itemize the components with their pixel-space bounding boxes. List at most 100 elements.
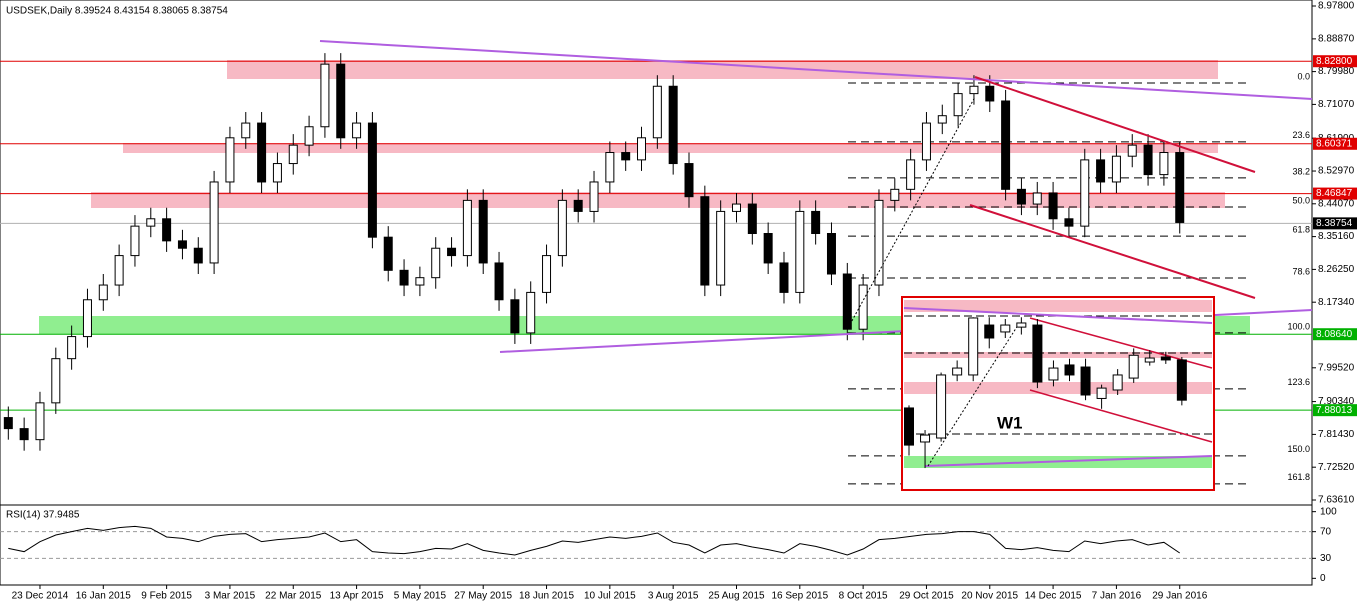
candle-body	[146, 218, 156, 227]
candle-body	[3, 417, 13, 430]
x-tick-label: 9 Feb 2015	[141, 591, 192, 602]
x-tick-label: 29 Oct 2015	[899, 591, 954, 602]
candle-body	[605, 152, 615, 183]
inset-anchor	[927, 321, 1021, 467]
candle-body	[1001, 100, 1011, 190]
candle-body	[858, 284, 868, 330]
fib-label: 50.0	[1292, 195, 1310, 205]
candle-body	[920, 434, 931, 443]
candle-body	[542, 255, 552, 293]
x-tick-label: 18 Jun 2015	[519, 591, 574, 602]
candle-body	[557, 199, 567, 257]
x-tick-label: 13 Apr 2015	[330, 591, 384, 602]
y-tick-label: 8.26250	[1318, 264, 1355, 275]
candle-body	[1096, 387, 1107, 399]
x-tick-label: 3 Mar 2015	[205, 591, 256, 602]
fib-label: 0.0	[1297, 71, 1310, 81]
x-tick-label: 7 Jan 2016	[1092, 591, 1142, 602]
fib-label: 161.8	[1287, 472, 1310, 482]
rsi-tick-label: 100	[1320, 506, 1337, 517]
candle-body	[652, 85, 662, 139]
price-level-label: 7.88013	[1316, 405, 1353, 416]
x-tick-label: 22 Mar 2015	[265, 591, 322, 602]
candle-body	[968, 317, 979, 376]
resistance-zone	[227, 60, 1218, 79]
candle-body	[494, 262, 504, 301]
candle-body	[272, 163, 282, 183]
y-tick-label: 7.99520	[1318, 362, 1355, 373]
candles	[3, 53, 1185, 451]
price-level-label: 8.38754	[1316, 218, 1353, 229]
candle-body	[969, 85, 979, 95]
candle-body	[399, 269, 409, 286]
candle-body	[953, 93, 963, 117]
x-tick-label: 16 Jan 2015	[76, 591, 131, 602]
y-tick-label: 8.97800	[1318, 1, 1355, 12]
candle-body	[763, 233, 773, 264]
x-tick-label: 27 May 2015	[454, 591, 512, 602]
candle-body	[1143, 144, 1153, 176]
candle-body	[162, 218, 172, 242]
candle-body	[984, 324, 995, 339]
y-tick-label: 8.71070	[1318, 99, 1355, 110]
candle-body	[1128, 354, 1139, 379]
inset-channel	[1029, 389, 1213, 443]
x-tick-label: 14 Dec 2015	[1025, 591, 1082, 602]
candle-body	[447, 247, 457, 257]
candle-body	[1159, 152, 1169, 176]
y-tick-label: 8.52970	[1318, 166, 1355, 177]
candle-body	[1032, 324, 1043, 383]
price-level-tag	[1313, 187, 1357, 200]
candle-body	[731, 203, 741, 212]
x-tick-label: 16 Sep 2015	[771, 591, 828, 602]
candle-body	[795, 210, 805, 293]
y-tick-label: 7.81430	[1318, 429, 1355, 440]
inset-trend	[903, 307, 1213, 324]
candle-body	[668, 85, 678, 165]
price-level-tag	[1313, 55, 1357, 68]
candle-body	[130, 225, 140, 257]
candle-body	[478, 199, 488, 264]
candle-body	[1080, 159, 1090, 227]
candle-body	[952, 367, 963, 376]
candle-body	[621, 152, 631, 161]
candle-body	[779, 262, 789, 293]
y-tick-label: 8.17340	[1318, 297, 1355, 308]
candle-body	[51, 358, 61, 404]
rsi-line	[8, 525, 1181, 556]
candle-body	[257, 122, 267, 183]
x-tick-label: 8 Oct 2015	[839, 591, 888, 602]
price-level-label: 8.60371	[1316, 138, 1353, 149]
candle-body	[906, 159, 916, 190]
candle-body	[320, 63, 330, 128]
rsi-tick-label: 0	[1320, 573, 1326, 584]
x-tick-label: 5 May 2015	[394, 591, 447, 602]
candle-body	[1112, 374, 1123, 391]
inset-label: W1	[997, 413, 1023, 432]
candle-body	[241, 122, 251, 139]
candle-body	[700, 196, 710, 286]
y-tick-label: 7.72520	[1318, 462, 1355, 473]
fib-label: 38.2	[1292, 166, 1310, 176]
candle-body	[1096, 159, 1106, 183]
x-tick-label: 10 Jul 2015	[584, 591, 636, 602]
inset-zone	[904, 300, 1212, 312]
y-tick-label: 8.88870	[1318, 34, 1355, 45]
candle-body	[177, 240, 187, 249]
candle-body	[1111, 155, 1121, 183]
candle-body	[193, 247, 203, 264]
candle-body	[82, 299, 92, 338]
x-tick-label: 29 Jan 2016	[1152, 591, 1207, 602]
candle-body	[352, 122, 362, 139]
inset-trend	[924, 455, 1213, 467]
price-level-label: 8.46847	[1316, 188, 1353, 199]
candle-body	[1080, 366, 1091, 396]
candle-body	[35, 402, 45, 441]
channel-line	[969, 204, 1256, 299]
candle-body	[304, 126, 314, 146]
candle-body	[1048, 367, 1059, 381]
price-level-label: 8.82800	[1316, 56, 1353, 67]
candle-body	[921, 122, 931, 161]
candle-body	[1048, 192, 1058, 220]
